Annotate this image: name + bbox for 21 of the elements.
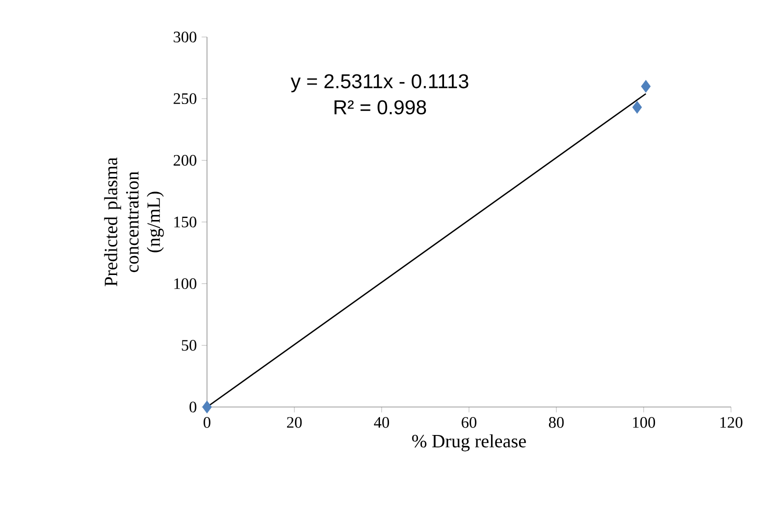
x-tick-label: 60: [462, 417, 476, 428]
x-tick-label: 80: [548, 417, 564, 428]
y-tick-label: 250: [174, 93, 196, 104]
x-tick-label: 20: [287, 417, 302, 428]
y-tick-label: 200: [174, 154, 196, 166]
point: [632, 101, 642, 114]
x-tick-label: 120: [720, 417, 742, 428]
y-axis-title: Predicted plasma concentration (ng/mL): [104, 157, 164, 286]
y-tick-label: 0: [190, 402, 196, 412]
y-tick-label: 50: [182, 340, 196, 351]
annotation: y = 2.5311x - 0.1113: [290, 74, 468, 92]
x-tick-label: 0: [204, 417, 210, 428]
y-tick-label: 100: [174, 278, 196, 290]
x-axis-title: % Drug release: [412, 434, 526, 452]
annotation: R² = 0.998: [334, 100, 426, 114]
point: [641, 80, 651, 93]
y-tick-label: 300: [174, 32, 196, 42]
x-tick-label: 40: [374, 417, 390, 428]
point: [202, 400, 212, 414]
y-tick-label: 150: [174, 216, 196, 228]
x-tick-label: 100: [633, 417, 656, 428]
